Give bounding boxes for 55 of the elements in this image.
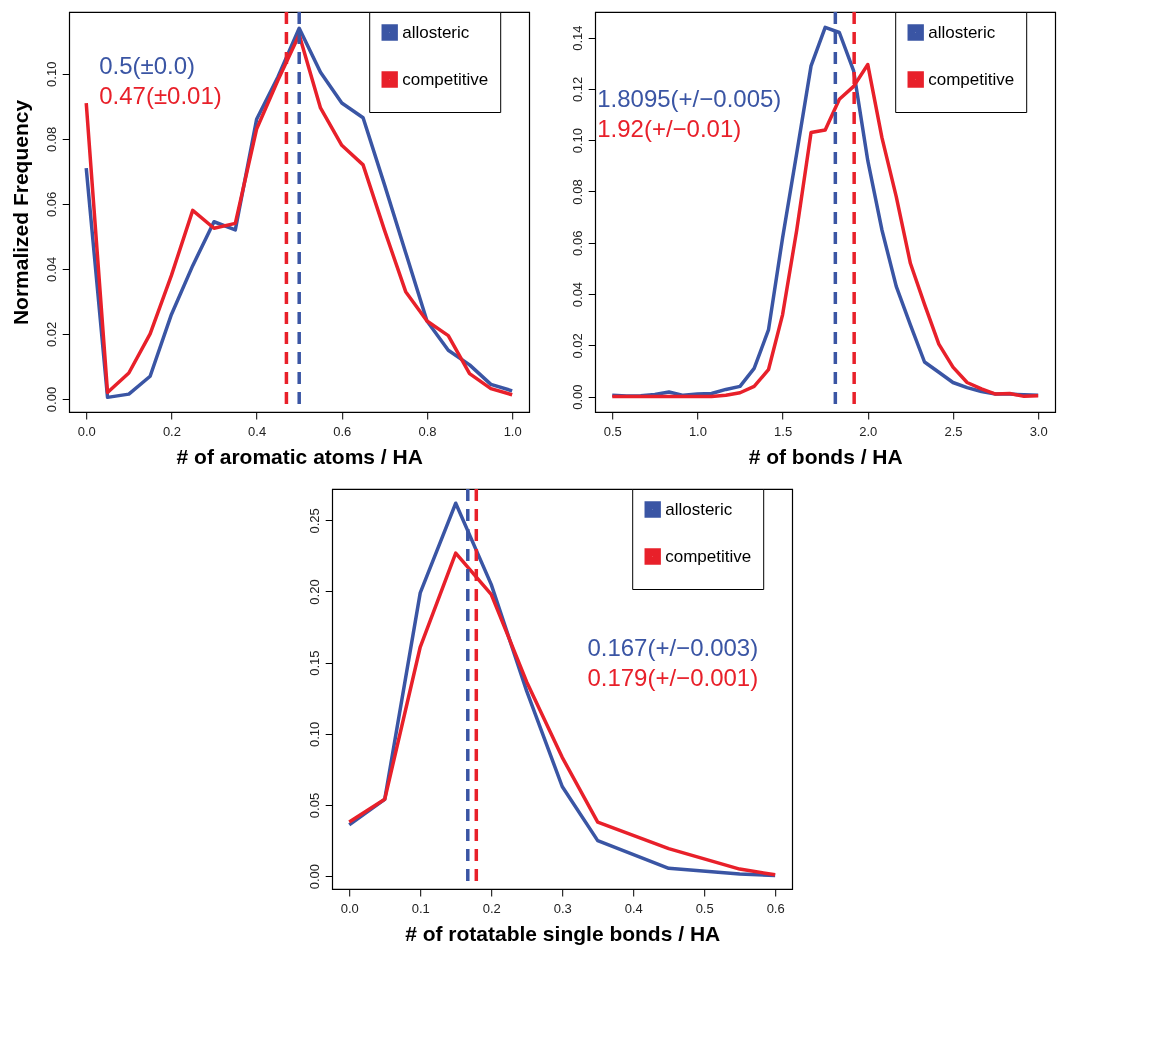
x-tick-label: 0.2 bbox=[162, 423, 181, 439]
legend-label: competitive bbox=[665, 546, 752, 566]
y-tick-label: 0.00 bbox=[306, 864, 322, 890]
y-tick-label: 0.06 bbox=[43, 191, 59, 218]
ref-line-label: 0.167(+/−0.003) bbox=[587, 634, 759, 661]
y-tick-label: 0.06 bbox=[569, 230, 585, 256]
y-tick-label: 0.08 bbox=[43, 126, 59, 152]
y-tick-label: 0.25 bbox=[306, 508, 322, 534]
y-tick-label: 0.10 bbox=[306, 721, 322, 747]
x-tick-label: 0.3 bbox=[553, 900, 572, 916]
y-tick-label: 0.10 bbox=[43, 61, 59, 87]
legend-label: competitive bbox=[928, 69, 1015, 89]
x-tick-label: 0.0 bbox=[340, 900, 359, 916]
x-tick-label: 0.5 bbox=[603, 423, 622, 439]
x-tick-label: 0.6 bbox=[766, 900, 785, 916]
x-tick-label: 1.0 bbox=[503, 423, 522, 439]
y-tick-label: 0.20 bbox=[306, 579, 322, 605]
ref-line-label: 0.179(+/−0.001) bbox=[587, 664, 759, 691]
x-tick-label: 1.5 bbox=[774, 423, 793, 439]
x-axis-title: # of bonds / HA bbox=[748, 444, 903, 468]
y-tick-label: 0.12 bbox=[569, 76, 585, 103]
y-tick-label: 0.00 bbox=[569, 384, 585, 410]
x-tick-label: 0.6 bbox=[333, 423, 352, 439]
x-tick-label: 0.1 bbox=[411, 900, 430, 916]
legend-label: allosteric bbox=[402, 22, 470, 42]
y-tick-label: 0.00 bbox=[43, 386, 59, 413]
x-tick-label: 0.5 bbox=[695, 900, 714, 916]
ref-line-label: 0.47(±0.01) bbox=[99, 82, 222, 109]
legend-label: competitive bbox=[402, 69, 489, 89]
x-tick-label: 0.4 bbox=[624, 900, 643, 916]
y-tick-label: 0.02 bbox=[569, 333, 585, 359]
y-tick-label: 0.08 bbox=[569, 179, 585, 205]
y-tick-label: 0.02 bbox=[43, 321, 59, 348]
y-tick-label: 0.04 bbox=[43, 256, 59, 283]
ref-line-label: 1.92(+/−0.01) bbox=[597, 115, 742, 142]
x-tick-label: 0.8 bbox=[418, 423, 437, 439]
x-tick-label: 0.4 bbox=[248, 423, 267, 439]
legend-label: allosteric bbox=[928, 22, 996, 42]
x-tick-label: 0.0 bbox=[77, 423, 96, 439]
y-tick-label: 0.04 bbox=[569, 281, 585, 308]
x-tick-label: 2.0 bbox=[859, 423, 878, 439]
x-axis-title: # of rotatable single bonds / HA bbox=[405, 921, 721, 945]
y-tick-label: 0.14 bbox=[569, 25, 585, 51]
ref-line-label: 1.8095(+/−0.005) bbox=[597, 85, 782, 112]
x-tick-label: 1.0 bbox=[688, 423, 707, 439]
legend-label: allosteric bbox=[665, 499, 733, 519]
y-tick-label: 0.10 bbox=[569, 128, 585, 154]
ref-line-label: 0.5(±0.0) bbox=[99, 52, 196, 79]
x-axis-title: # of aromatic atoms / HA bbox=[176, 444, 423, 468]
x-tick-label: 2.5 bbox=[944, 423, 963, 439]
y-tick-label: 0.05 bbox=[306, 792, 322, 819]
x-tick-label: 3.0 bbox=[1029, 423, 1048, 439]
y-axis-title: Normalized Frequency bbox=[8, 99, 32, 326]
x-tick-label: 0.2 bbox=[482, 900, 501, 916]
y-tick-label: 0.15 bbox=[306, 650, 322, 676]
